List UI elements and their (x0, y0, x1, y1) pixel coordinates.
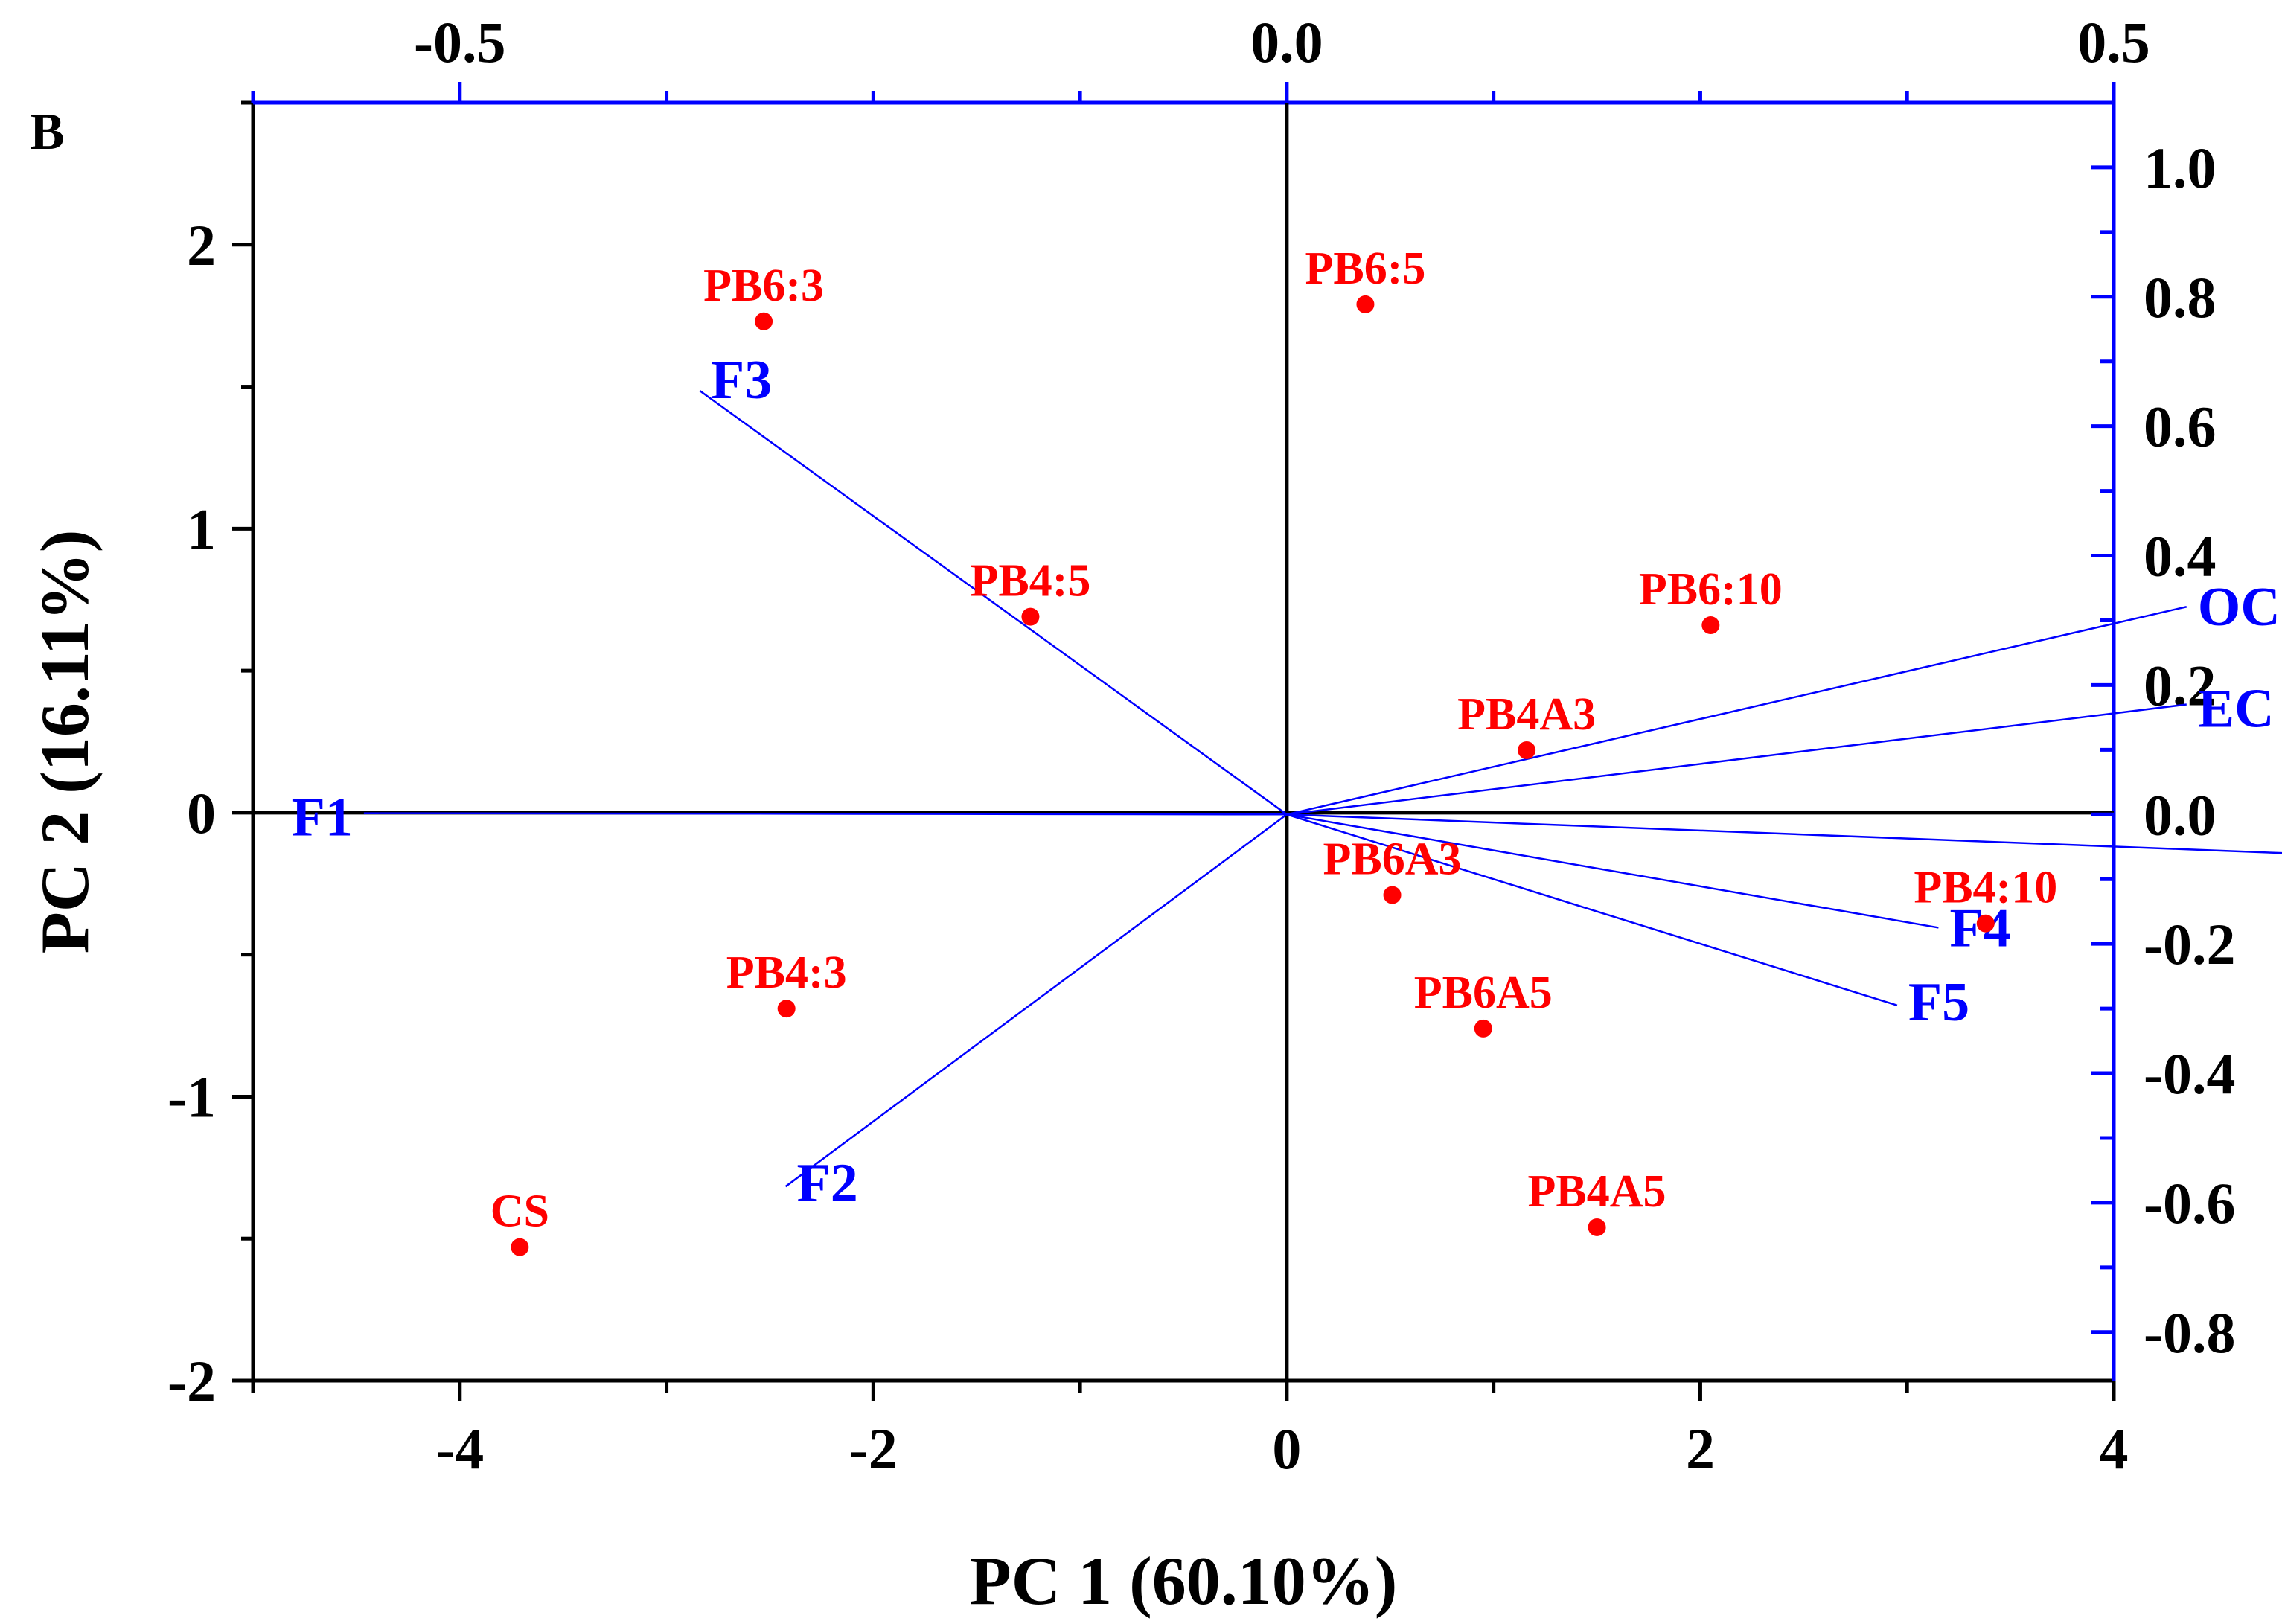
right-tick-label: 0.8 (2144, 265, 2217, 330)
y-axis-title: PC 2 (16.11%) (27, 530, 103, 954)
right-tick-label: 0.2 (2144, 653, 2217, 717)
y-tick-label: 2 (187, 213, 216, 278)
loading-vector-f1 (363, 812, 1287, 816)
score-point (777, 1000, 796, 1018)
y-tick-label: 1 (187, 496, 216, 561)
top-tick-label: 0.0 (1250, 10, 1323, 74)
panel-label: B (30, 103, 65, 161)
right-tick-label: -0.2 (2144, 912, 2235, 976)
score-label: PB4:5 (971, 556, 1091, 607)
loading-vector-ec (1286, 703, 2187, 816)
right-tick-label: -0.4 (2144, 1041, 2235, 1106)
top-tick-label: -0.5 (414, 10, 505, 74)
score-label: PB4A3 (1457, 689, 1596, 740)
score-point (1588, 1218, 1606, 1236)
score-point (755, 312, 773, 330)
score-point (1356, 295, 1375, 313)
score-point (1976, 914, 1995, 933)
loading-label-f3: F3 (711, 350, 772, 411)
score-label: CS (490, 1186, 549, 1237)
loading-label-oc: OC (2198, 577, 2281, 638)
top-tick-label: 0.5 (2077, 10, 2150, 74)
x-tick-label: 4 (2100, 1416, 2129, 1481)
right-tick-label: 1.0 (2144, 135, 2217, 200)
loading-label-ec: EC (2198, 679, 2275, 740)
loading-vector-f2 (784, 813, 1288, 1188)
y-tick-label: -1 (167, 1064, 216, 1129)
right-tick-label: 0.4 (2144, 524, 2217, 589)
score-label: PB4:3 (726, 947, 847, 998)
y-tick-label: 0 (187, 781, 216, 845)
x-tick-label: -2 (849, 1416, 898, 1481)
x-tick-label: -4 (435, 1416, 484, 1481)
right-tick-label: 0.0 (2144, 782, 2217, 847)
loading-label-f2: F2 (797, 1153, 858, 1214)
loading-vector-ph (1286, 813, 2282, 854)
score-label: PB6:5 (1305, 243, 1426, 294)
x-tick-label: 2 (1686, 1416, 1715, 1481)
score-label: PB6:3 (703, 260, 824, 311)
score-point (1701, 616, 1720, 635)
right-tick-label: 0.6 (2144, 394, 2217, 459)
score-point (1021, 607, 1040, 626)
x-axis-title: PC 1 (60.10%) (970, 1543, 1398, 1619)
score-point (511, 1238, 529, 1256)
loading-vector-f4 (1286, 813, 1939, 929)
loading-vector-oc (1286, 606, 2187, 816)
loading-vectors: F1F2F3F4F5OCECpH (292, 350, 2282, 1214)
score-points: PB6:3 PB6:5 PB4:5 PB6:10 PB4A3 PB6A3 PB4:10 PB4… (490, 243, 2057, 1256)
x-tick-label: 0 (1272, 1416, 1301, 1481)
score-point (1383, 886, 1402, 904)
score-label: PB4:10 (1914, 863, 2057, 913)
score-point (1474, 1019, 1492, 1038)
loading-label-f5: F5 (1908, 972, 1969, 1033)
loading-vector-f5 (1286, 813, 1898, 1006)
score-label: PB6:10 (1639, 564, 1783, 615)
score-label: PB4A5 (1528, 1166, 1666, 1217)
score-label: PB6A5 (1414, 968, 1553, 1018)
loading-label-f1: F1 (292, 787, 353, 848)
right-tick-label: -0.6 (2144, 1171, 2235, 1235)
loading-vector-f3 (699, 389, 1288, 816)
y-tick-label: -2 (167, 1349, 216, 1413)
right-tick-label: -0.8 (2144, 1300, 2235, 1365)
score-label: PB6A3 (1323, 834, 1462, 885)
axes-group: -4 -2 0 2 4 -2 -1 0 1 2 -0.5 0.0 0.5 1.0 0.8 0.6 0.4 0.2 0… (167, 10, 2235, 1481)
score-point (1518, 741, 1536, 759)
